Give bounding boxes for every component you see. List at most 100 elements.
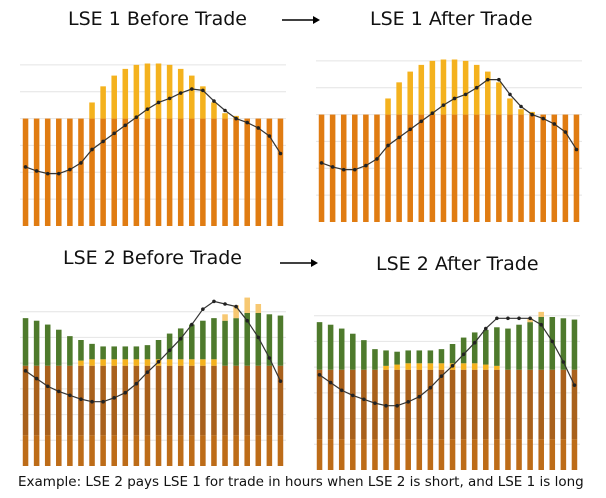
- line-point: [495, 316, 499, 321]
- line-point: [212, 99, 216, 103]
- line-point: [485, 77, 490, 82]
- bar-segment-base: [89, 118, 95, 226]
- bar-segment-band: [144, 359, 151, 366]
- bar-segment-base: [189, 118, 195, 226]
- bar-segment-top: [122, 68, 129, 119]
- line-point: [463, 92, 468, 97]
- bar-segment-top: [222, 113, 228, 119]
- bar-segment-middle: [222, 365, 228, 436]
- bar-segment-top: [316, 322, 323, 370]
- line-point: [319, 161, 324, 165]
- bar-segment-base: [518, 114, 524, 222]
- line-point: [452, 96, 457, 101]
- bar-segment-base: [200, 118, 206, 226]
- bar-segment-top: [78, 340, 84, 361]
- bar-segment-base: [222, 118, 228, 226]
- bar-segment-middle: [516, 369, 522, 440]
- bar-segment-top: [155, 340, 162, 360]
- bar-segment-middle: [316, 369, 323, 440]
- bar-segment-top: [89, 102, 95, 119]
- bar-segment-top: [327, 324, 334, 370]
- line-point: [474, 85, 479, 90]
- line-point: [278, 379, 283, 383]
- bar-segment-top: [473, 64, 480, 115]
- bar-segment-top: [418, 64, 425, 115]
- bar-segment-base: [78, 118, 84, 226]
- bar-segment-top: [451, 59, 458, 115]
- bar-segment-cap: [244, 297, 250, 313]
- chart-lse2-before: [20, 297, 286, 466]
- bar-segment-top: [507, 98, 513, 115]
- bar-segment-base: [155, 118, 162, 226]
- line-point: [112, 396, 117, 400]
- bar-segment-lower: [383, 439, 389, 470]
- bar-segment-base: [144, 118, 151, 226]
- bar-segment-middle: [471, 369, 478, 440]
- bar-segment-middle: [233, 365, 239, 436]
- line-point: [90, 147, 94, 152]
- bar-segment-top: [571, 319, 578, 370]
- bar-segment-middle: [338, 369, 345, 440]
- bar-segment-middle: [166, 365, 173, 436]
- chart-lse1-after: [316, 59, 582, 222]
- bar-segment-base: [551, 114, 558, 222]
- bar-segment-middle: [405, 369, 411, 440]
- bar-segment-top: [449, 344, 456, 364]
- line-point: [330, 165, 335, 169]
- line-point: [145, 107, 150, 111]
- chart-lse2-after: [314, 311, 580, 470]
- bar-segment-base: [473, 114, 480, 222]
- line-point: [461, 352, 466, 357]
- line-point: [167, 96, 172, 101]
- line-point: [428, 385, 433, 390]
- bar-segment-base: [133, 118, 140, 226]
- bar-segment-top: [111, 75, 117, 119]
- line-point: [167, 348, 172, 353]
- line-point: [79, 397, 83, 401]
- chart-lse1-before: [20, 63, 286, 226]
- chart-title-lse1-after: LSE 1 After Trade: [370, 8, 533, 30]
- line-point: [472, 340, 477, 345]
- bar-segment-middle: [494, 369, 500, 440]
- bar-segment-top: [405, 350, 411, 364]
- bar-segment-middle: [244, 365, 250, 436]
- bar-segment-lower: [527, 439, 533, 470]
- line-point: [384, 403, 388, 408]
- bar-segment-top: [383, 350, 389, 366]
- line-point: [419, 119, 424, 124]
- bar-segment-lower: [255, 435, 262, 466]
- bar-segment-middle: [549, 369, 556, 440]
- line-point: [112, 131, 117, 136]
- bar-segment-top: [429, 60, 436, 115]
- bar-segment-lower: [133, 435, 140, 466]
- line-point: [572, 383, 577, 387]
- bar-segment-top: [483, 329, 489, 365]
- line-point: [341, 167, 346, 172]
- bar-segment-base: [111, 118, 117, 226]
- series-line: [25, 88, 281, 175]
- line-point: [528, 316, 532, 321]
- line-point: [123, 123, 128, 128]
- bar-segment-top: [266, 314, 273, 366]
- bar-segment-lower: [460, 439, 467, 470]
- bar-segment-band: [427, 363, 434, 370]
- bar-segment-lower: [361, 439, 367, 470]
- line-point: [256, 335, 261, 340]
- bar-segment-top: [200, 86, 206, 119]
- bar-segment-lower: [222, 435, 228, 466]
- series-line: [319, 317, 576, 407]
- bar-segment-middle: [200, 365, 206, 436]
- bar-segment-lower: [44, 435, 51, 466]
- bar-segment-top: [111, 346, 117, 360]
- bar-segment-middle: [427, 369, 434, 440]
- line-point: [56, 171, 61, 176]
- bar-segment-top: [89, 343, 95, 360]
- bar-segment-middle: [460, 369, 467, 440]
- chart-title-lse2-after: LSE 2 After Trade: [376, 253, 539, 275]
- bar-segment-top: [427, 350, 434, 364]
- bar-segment-lower: [350, 439, 356, 470]
- bar-segment-top: [560, 318, 567, 370]
- bar-segment-middle: [416, 369, 423, 440]
- bar-segment-base: [507, 114, 513, 222]
- bar-segment-lower: [22, 435, 29, 466]
